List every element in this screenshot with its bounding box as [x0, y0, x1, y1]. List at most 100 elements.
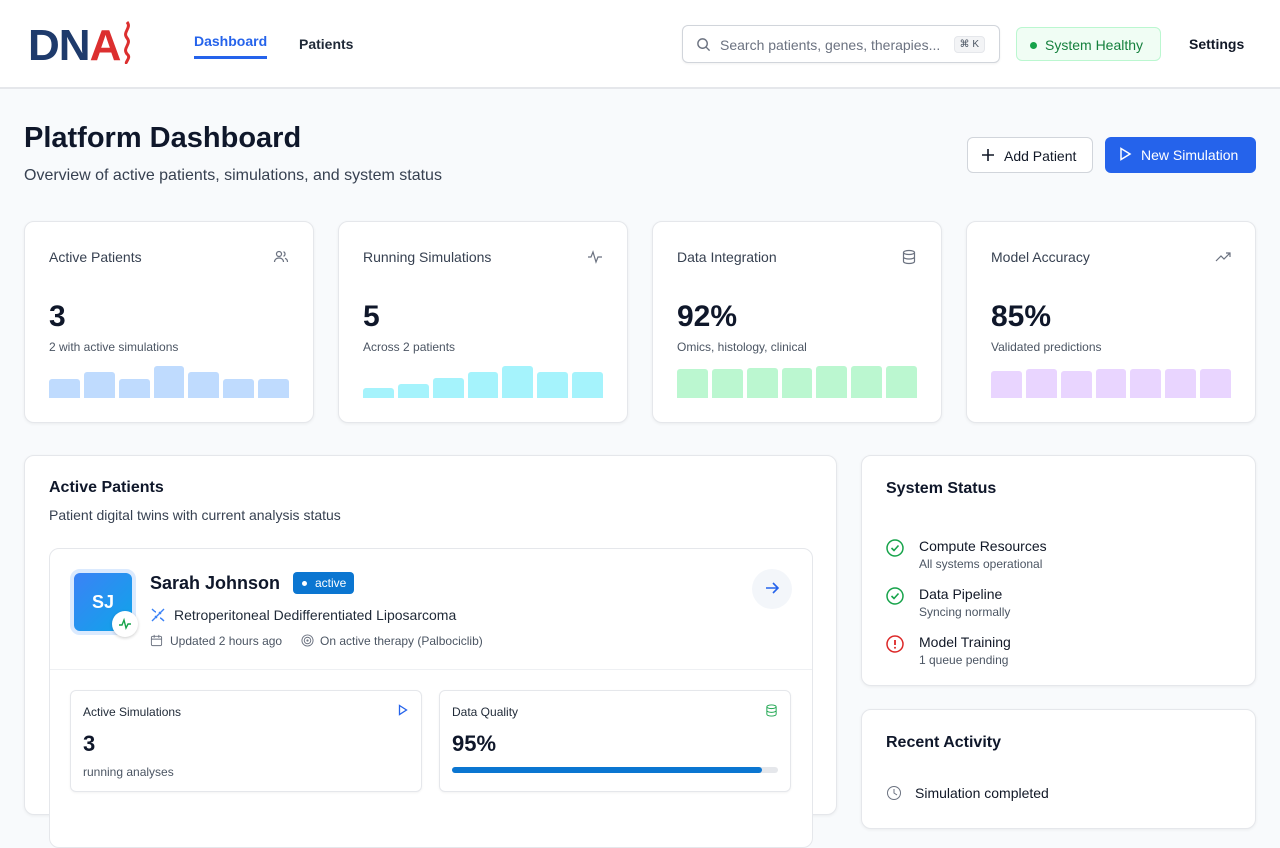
sparkline-bar	[991, 370, 1022, 398]
status-badge: active	[293, 572, 355, 594]
top-nav: DNA Dashboard Patients Search patients, …	[0, 0, 1280, 89]
arrow-right-icon	[766, 582, 780, 594]
sparkline-bar	[851, 366, 883, 398]
dna-icon	[151, 608, 165, 622]
patient-name[interactable]: Sarah Johnson	[150, 573, 281, 593]
sparkline	[49, 366, 290, 398]
metric-desc: running analyses	[83, 765, 174, 779]
logo[interactable]: DNA	[28, 20, 134, 70]
metric-value: 95%	[452, 731, 497, 756]
patient-card[interactable]: SJ Sarah Johnson active Retroperitoneal …	[49, 548, 813, 848]
status-desc: All systems operational	[919, 557, 1043, 571]
database-icon	[902, 249, 916, 265]
divider	[50, 669, 812, 670]
nav-patients[interactable]: Patients	[299, 36, 354, 52]
panel-title: Active Patients	[49, 479, 164, 496]
sparkline-bar	[1060, 370, 1092, 398]
sparkline-bar	[118, 379, 150, 398]
sparkline-bar	[816, 366, 848, 398]
recent-activity-panel: Recent Activity Simulation completed	[861, 709, 1256, 829]
stat-title: Active Patients	[49, 249, 142, 265]
metric-label: Data Quality	[452, 705, 519, 719]
data-quality-card: Data Quality 95%	[439, 690, 791, 792]
activity-icon	[112, 611, 138, 637]
sparkline-bar	[1025, 369, 1057, 398]
panel-title: System Status	[886, 480, 997, 497]
avatar: SJ	[70, 569, 136, 635]
status-name: Model Training	[919, 634, 1011, 650]
sparkline	[363, 366, 604, 398]
system-status-panel: System Status Compute Resources All syst…	[861, 455, 1256, 686]
sparkline-bar	[223, 379, 255, 398]
stat-desc: Across 2 patients	[363, 340, 456, 354]
activity-icon	[588, 250, 602, 264]
sparkline-bar	[188, 372, 220, 398]
settings-link[interactable]: Settings	[1189, 36, 1245, 52]
sparkline-bar	[502, 366, 534, 398]
database-icon	[766, 704, 777, 717]
stat-value: 5	[363, 300, 380, 333]
sparkline-bar	[1200, 369, 1232, 398]
diagnosis: Retroperitoneal Dedifferentiated Liposar…	[174, 607, 457, 623]
stat-desc: 2 with active simulations	[49, 340, 179, 354]
open-patient-button[interactable]	[752, 569, 792, 609]
status-desc: Syncing normally	[919, 605, 1011, 619]
stat-desc: Omics, histology, clinical	[677, 340, 807, 354]
stat-card: Running Simulations 5 Across 2 patients	[338, 221, 628, 423]
nav-dashboard[interactable]: Dashboard	[194, 33, 268, 59]
activity-item[interactable]: Simulation completed	[886, 785, 1049, 806]
sparkline-bar	[153, 366, 185, 398]
check-circle-icon	[886, 539, 904, 557]
stat-title: Model Accuracy	[991, 249, 1090, 265]
active-patients-panel: Active Patients Patient digital twins wi…	[24, 455, 837, 848]
stat-value: 85%	[991, 300, 1052, 333]
status-desc: 1 queue pending	[919, 653, 1009, 667]
sparkline-bar	[258, 379, 290, 398]
new-simulation-label: New Simulation	[1141, 147, 1239, 163]
sparkline-bar	[572, 372, 604, 398]
users-icon	[273, 250, 289, 263]
sparkline-bar	[1130, 369, 1162, 398]
stat-card: Active Patients 3 2 with active simulati…	[24, 221, 314, 423]
status-name: Data Pipeline	[919, 586, 1003, 602]
search-placeholder: Search patients, genes, therapies...	[720, 37, 941, 53]
sparkline-bar	[49, 379, 80, 398]
stat-card: Data Integration 92% Omics, histology, c…	[652, 221, 942, 423]
sparkline-bar	[677, 369, 708, 398]
sparkline-bar	[711, 369, 743, 398]
panel-title: Recent Activity	[886, 734, 1001, 751]
stat-card: Model Accuracy 85% Validated predictions	[966, 221, 1256, 423]
activity-label: Simulation completed	[915, 785, 1049, 801]
sparkline	[677, 366, 918, 398]
calendar-icon	[150, 634, 163, 647]
alert-circle-icon	[886, 635, 904, 653]
play-icon	[1120, 147, 1132, 161]
sparkline-bar	[1095, 369, 1127, 398]
stat-title: Data Integration	[677, 249, 777, 265]
panel-subtitle: Patient digital twins with current analy…	[49, 507, 341, 523]
stat-value: 3	[49, 300, 66, 333]
add-patient-button[interactable]: Add Patient	[967, 137, 1093, 173]
active-simulations-card: Active Simulations 3 running analyses	[70, 690, 422, 792]
check-circle-icon	[886, 587, 904, 605]
clock-icon	[887, 786, 901, 800]
status-name: Compute Resources	[919, 538, 1047, 554]
search-input[interactable]: Search patients, genes, therapies... ⌘ K	[682, 25, 1000, 63]
play-icon	[398, 704, 408, 716]
system-health-badge[interactable]: System Healthy	[1016, 27, 1161, 61]
shortcut-hint: ⌘ K	[953, 36, 985, 53]
sparkline-bar	[886, 366, 918, 398]
page-subtitle: Overview of active patients, simulations…	[24, 167, 442, 184]
sparkline-bar	[432, 378, 464, 398]
add-patient-label: Add Patient	[1004, 148, 1077, 164]
sparkline-bar	[1165, 369, 1197, 398]
sparkline-bar	[363, 388, 394, 398]
plus-icon	[982, 149, 994, 161]
sparkline-bar	[537, 372, 569, 398]
trending-up-icon	[1215, 252, 1231, 262]
metric-value: 3	[83, 731, 96, 756]
new-simulation-button[interactable]: New Simulation	[1105, 137, 1256, 173]
search-icon	[697, 38, 711, 52]
sparkline-bar	[781, 367, 813, 398]
therapy-status: On active therapy (Palbociclib)	[320, 634, 483, 648]
